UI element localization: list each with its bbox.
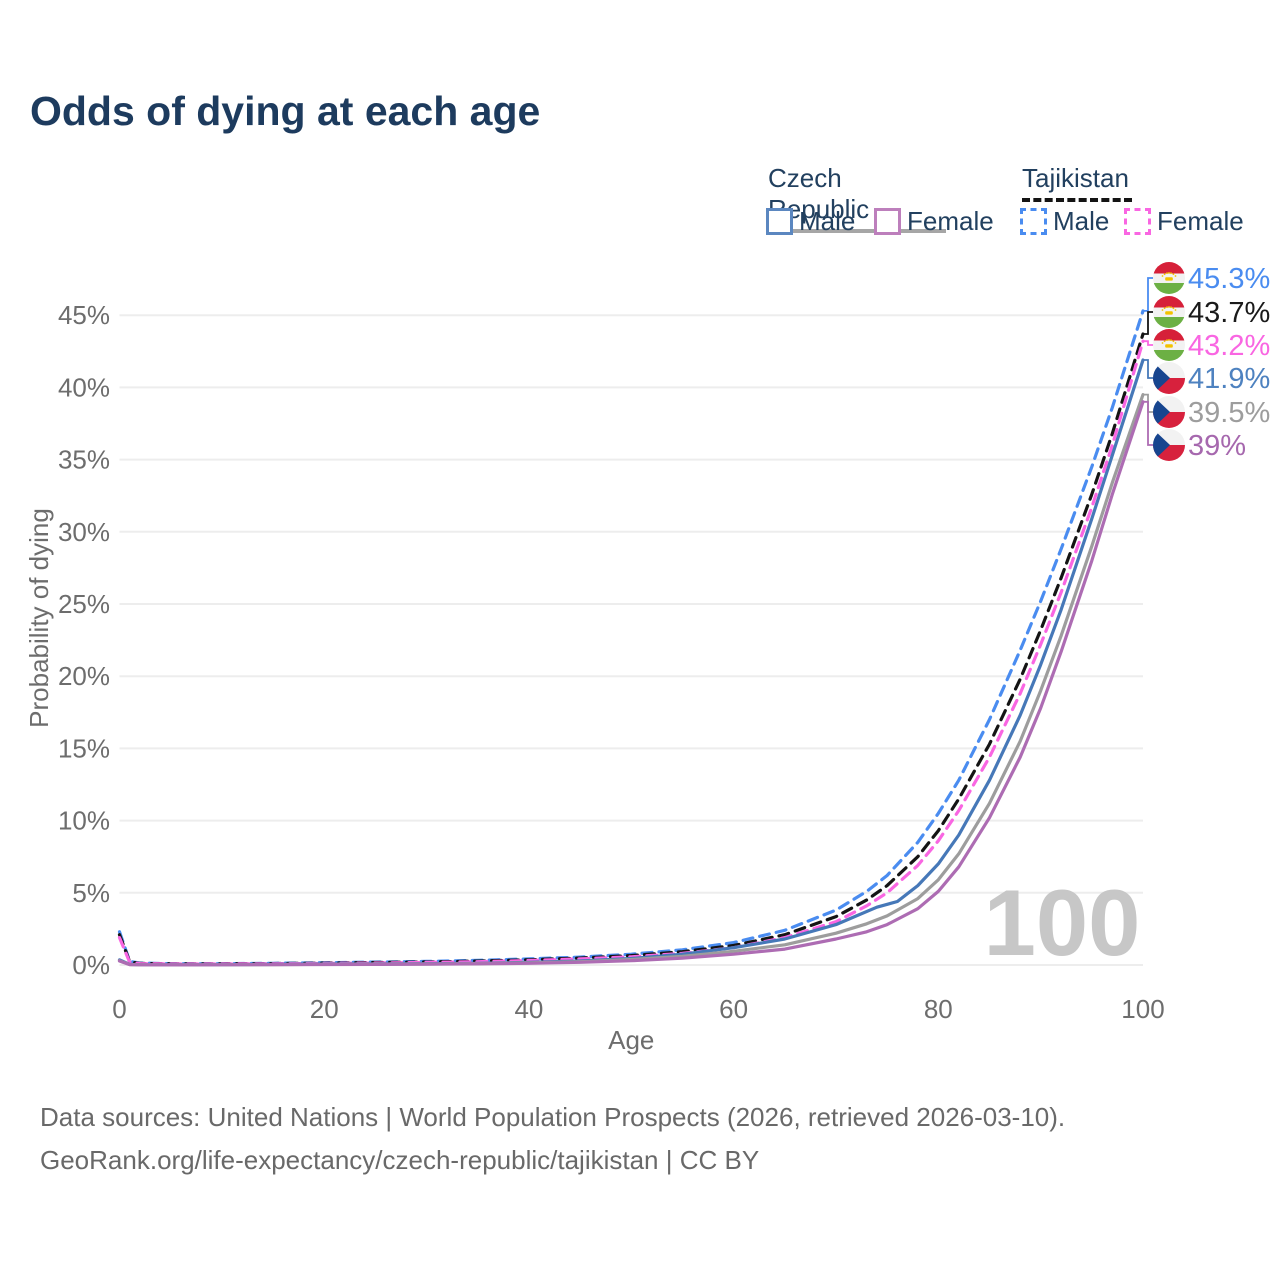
end-value-label: 39%	[1188, 430, 1246, 462]
legend-label: Female	[907, 206, 994, 236]
x-tick-label: 20	[310, 994, 339, 1024]
legend-item-czech-male[interactable]: Male	[766, 206, 855, 237]
flag-icon-czech	[1153, 429, 1185, 461]
legend-rule-tajikistan-dashed	[1022, 198, 1132, 202]
x-tick-label: 100	[1121, 994, 1164, 1024]
flag-icon-czech	[1153, 396, 1185, 428]
x-axis-title: Age	[608, 1025, 654, 1055]
end-value-label: 43.2%	[1188, 330, 1270, 362]
legend-item-tajikistan-female[interactable]: Female	[1124, 206, 1244, 237]
legend-rule-czech-solid	[768, 229, 946, 233]
y-tick-label: 35%	[58, 445, 110, 475]
y-tick-label: 20%	[58, 661, 110, 691]
end-value-label: 41.9%	[1188, 363, 1270, 395]
x-tick-label: 0	[112, 994, 126, 1024]
end-label-leader	[1143, 340, 1153, 346]
y-tick-label: 25%	[58, 589, 110, 619]
czech-male-swatch-icon	[766, 208, 793, 235]
flag-icon-tajikistan	[1153, 296, 1185, 328]
y-axis-title: Probability of dying	[24, 508, 54, 728]
legend-item-tajikistan-male[interactable]: Male	[1020, 206, 1109, 237]
y-tick-label: 0%	[72, 950, 110, 980]
data-sources-footer: Data sources: United Nations | World Pop…	[40, 1096, 1065, 1182]
y-tick-label: 45%	[58, 300, 110, 330]
end-value-label: 45.3%	[1188, 263, 1270, 295]
y-tick-label: 5%	[72, 878, 110, 908]
czech-female-swatch-icon	[874, 208, 901, 235]
x-tick-label: 40	[514, 994, 543, 1024]
y-tick-label: 15%	[58, 733, 110, 763]
attribution-line: GeoRank.org/life-expectancy/czech-republ…	[40, 1144, 760, 1175]
age-watermark: 100	[984, 870, 1141, 975]
y-tick-label: 10%	[58, 806, 110, 836]
flag-icon-tajikistan	[1153, 329, 1185, 361]
flag-icon-czech	[1153, 362, 1185, 394]
tajikistan-male-swatch-icon	[1020, 208, 1047, 235]
legend-group-tajikistan: Tajikistan	[1022, 163, 1132, 202]
end-label-leader	[1143, 277, 1153, 312]
end-value-label: 39.5%	[1188, 397, 1270, 429]
end-label-leader	[1143, 311, 1153, 335]
y-tick-label: 40%	[58, 372, 110, 402]
legend-label: Male	[1053, 206, 1110, 236]
legend-label: Male	[799, 206, 856, 236]
series-line-tajikistan-male	[117, 309, 1145, 966]
legend-item-czech-female[interactable]: Female	[874, 206, 994, 237]
data-sources-line: Data sources: United Nations | World Pop…	[40, 1102, 1066, 1132]
x-tick-label: 80	[924, 994, 953, 1024]
flag-icon-tajikistan	[1153, 262, 1185, 294]
x-tick-label: 60	[719, 994, 748, 1024]
end-label-leader	[1143, 400, 1153, 446]
series-line-czech-republic-female	[117, 400, 1145, 967]
legend-title-tajikistan: Tajikistan	[1022, 163, 1129, 193]
y-tick-label: 30%	[58, 517, 110, 547]
end-label-leader	[1143, 359, 1153, 379]
end-value-label: 43.7%	[1188, 297, 1270, 329]
tajikistan-female-swatch-icon	[1124, 208, 1151, 235]
page-title: Odds of dying at each age	[30, 88, 541, 134]
legend-label: Female	[1157, 206, 1244, 236]
